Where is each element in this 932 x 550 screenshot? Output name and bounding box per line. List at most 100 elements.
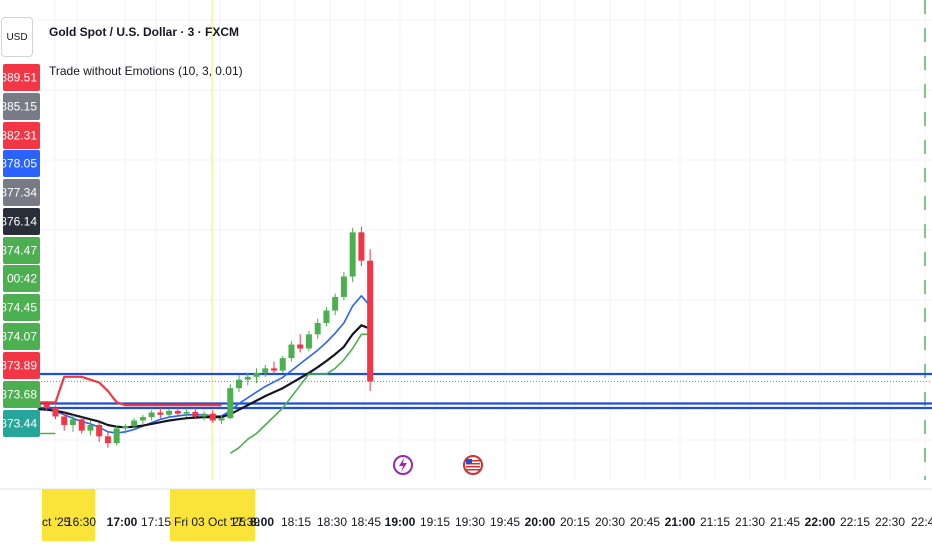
indicator-line-3 xyxy=(38,375,222,407)
candle-body xyxy=(236,379,243,389)
candle-body xyxy=(358,232,365,261)
candle xyxy=(262,364,269,377)
candle xyxy=(131,418,138,430)
time-label: 18:15 xyxy=(281,515,311,529)
price-label-text: 3,889.51 xyxy=(0,71,37,85)
candle xyxy=(323,307,330,327)
candle xyxy=(96,422,103,442)
candle-body xyxy=(288,344,295,359)
price-label: 3,874.47 xyxy=(0,237,40,264)
candle-body xyxy=(323,310,330,323)
candle-body xyxy=(209,413,216,421)
candle xyxy=(157,408,164,419)
time-label: 20:00 xyxy=(525,515,556,529)
event-icons xyxy=(393,455,483,475)
candle-body xyxy=(183,411,190,414)
price-label: 3,882.31 xyxy=(0,122,40,149)
candle-body xyxy=(61,416,68,425)
price-label-bg xyxy=(3,93,40,120)
chart-overlays xyxy=(38,0,932,480)
candle xyxy=(209,410,216,423)
candle xyxy=(174,406,181,416)
candle-body xyxy=(43,404,50,408)
time-label: 20:30 xyxy=(595,515,625,529)
candle xyxy=(52,405,59,420)
price-axis[interactable]: 3,889.51 3,885.15 3,882.31 3,878.05 3,877.34… xyxy=(0,0,40,550)
time-label: Fri 03 Oct '25 xyxy=(174,515,246,529)
candle xyxy=(148,410,155,421)
price-label-text: 3,877.34 xyxy=(0,186,37,200)
candle xyxy=(253,368,260,384)
price-label: 3,874.45 xyxy=(0,294,40,321)
candle-body xyxy=(192,411,199,417)
candle-body xyxy=(131,420,138,427)
time-label: 22:45 xyxy=(911,515,932,529)
price-label: 3,876.14 xyxy=(0,208,40,235)
time-label: 19:30 xyxy=(455,515,485,529)
price-label: 3,873.68 xyxy=(0,381,40,408)
candle xyxy=(297,334,304,353)
price-label: 3,885.15 xyxy=(0,93,40,120)
time-label: 18:30 xyxy=(317,515,347,529)
time-label: 17:15 xyxy=(141,515,171,529)
price-label-text: 3,873.44 xyxy=(0,417,37,431)
candle xyxy=(69,414,76,432)
price-label: 3,878.05 xyxy=(0,150,40,177)
candle xyxy=(314,318,321,339)
time-label: 8:00 xyxy=(250,515,274,529)
symbol-title: Gold Spot / U.S. Dollar · 3 · FXCM xyxy=(49,25,240,39)
candle-body xyxy=(270,368,277,371)
time-label: 20:15 xyxy=(560,515,590,529)
candle xyxy=(349,227,356,283)
axis-edge xyxy=(0,0,3,550)
time-label: 21:00 xyxy=(665,515,696,529)
time-highlight xyxy=(170,489,255,541)
candle-body xyxy=(314,323,321,335)
indicator-line-4 xyxy=(38,333,371,454)
candle xyxy=(113,425,120,446)
candle xyxy=(87,420,94,436)
candle-body xyxy=(340,276,347,297)
currency-button[interactable]: USD xyxy=(1,17,33,57)
candle xyxy=(340,272,347,301)
candle-body xyxy=(69,419,76,425)
lightning-event-icon xyxy=(393,455,413,475)
price-label: 3,877.34 xyxy=(0,179,40,206)
price-label-bg xyxy=(3,64,40,91)
time-label: 22:15 xyxy=(840,515,870,529)
us-flag-event-icon xyxy=(463,455,483,475)
candle-body xyxy=(78,419,85,431)
price-label-text: 3,882.31 xyxy=(0,129,37,143)
time-label: 19:15 xyxy=(420,515,450,529)
time-label: 20:45 xyxy=(630,515,660,529)
candle-body xyxy=(157,412,164,415)
price-label-bg xyxy=(3,381,40,408)
candle xyxy=(192,408,199,420)
price-label-bg xyxy=(3,122,40,149)
price-label-text: 3,874.45 xyxy=(0,301,37,315)
candle xyxy=(367,249,374,391)
candle-body xyxy=(104,436,111,444)
candle-body xyxy=(297,344,304,349)
price-label: 3,873.89 xyxy=(0,352,40,379)
time-label: ct '25 xyxy=(42,515,71,529)
candle-body xyxy=(174,410,181,414)
price-label-bg xyxy=(3,179,40,206)
time-label: 21:15 xyxy=(700,515,730,529)
price-label-text: 3,876.14 xyxy=(0,215,37,229)
candle xyxy=(218,414,225,424)
price-label-text: 3,878.05 xyxy=(0,157,37,171)
candle-body xyxy=(201,413,208,417)
candle xyxy=(358,226,365,267)
candle-body xyxy=(148,412,155,418)
candle-body xyxy=(253,372,260,377)
time-label: 16:30 xyxy=(66,515,96,529)
chart-grid xyxy=(38,0,932,480)
price-label-bg xyxy=(3,208,40,235)
price-label: 00:42 xyxy=(3,265,40,292)
price-label: 3,873.44 xyxy=(0,410,40,437)
candle-body xyxy=(139,417,146,421)
candle xyxy=(122,423,129,434)
